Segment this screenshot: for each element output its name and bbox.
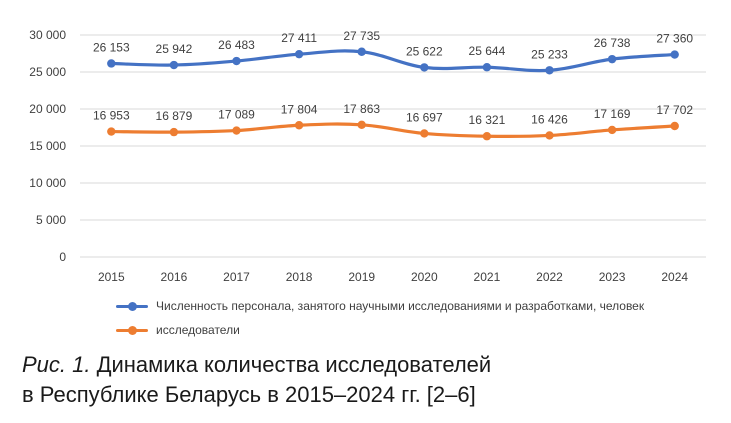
data-label: 17 804: [281, 102, 318, 116]
data-point: [294, 121, 304, 130]
x-tick-label: 2022: [536, 270, 563, 284]
data-labels: 26 153 25 942 26 483 27 411 27 735 25 622 25 6…: [93, 29, 693, 127]
y-axis-ticks: 0 5 000 10 000 15 000 20 000 25 000 30 000: [29, 28, 66, 264]
data-point: [482, 132, 492, 141]
x-tick-label: 2024: [661, 270, 688, 284]
data-point: [232, 126, 241, 135]
legend-item-personnel: Численность персонала, занятого научными…: [116, 298, 644, 314]
y-tick-label: 15 000: [29, 139, 66, 153]
x-tick-label: 2018: [286, 270, 313, 284]
caption-line-2: в Республике Беларусь в 2015–2024 гг. [2…: [22, 382, 476, 407]
data-point: [169, 60, 179, 70]
data-point: [357, 47, 366, 56]
data-point: [107, 59, 116, 68]
series-layer: [107, 47, 679, 141]
data-point: [420, 63, 429, 72]
caption-line-1: Рис. 1. Динамика количества исследовател…: [22, 350, 491, 380]
data-label: 16 879: [156, 109, 193, 123]
gridlines: [80, 34, 706, 258]
y-tick-label: 25 000: [29, 65, 66, 79]
data-point: [607, 54, 617, 64]
data-label: 26 738: [594, 36, 631, 50]
line-chart: 0 5 000 10 000 15 000 20 000 25 000 30 000 201…: [29, 28, 706, 284]
caption-title: Динамика количества исследователей: [90, 352, 492, 377]
x-tick-label: 2020: [411, 270, 438, 284]
data-label: 16 426: [531, 112, 568, 126]
data-point: [232, 56, 241, 66]
y-tick-label: 30 000: [29, 28, 66, 42]
data-point: [545, 131, 554, 140]
data-point: [294, 49, 304, 59]
x-tick-label: 2021: [474, 270, 501, 284]
x-tick-label: 2017: [223, 270, 250, 284]
data-label: 16 697: [406, 110, 443, 124]
data-label: 25 942: [156, 42, 193, 56]
data-point: [357, 120, 366, 130]
y-tick-label: 10 000: [29, 176, 66, 190]
y-tick-label: 20 000: [29, 102, 66, 116]
series-line-1: [109, 122, 677, 139]
data-point: [107, 127, 116, 136]
data-label: 27 735: [343, 29, 380, 43]
data-label: 25 622: [406, 44, 443, 58]
data-point: [169, 127, 179, 137]
x-tick-label: 2023: [599, 270, 626, 284]
data-label: 26 153: [93, 40, 130, 54]
x-tick-label: 2019: [348, 270, 375, 284]
legend-label-researchers: исследователи: [156, 323, 240, 337]
figure-caption: Рис. 1. Динамика количества исследовател…: [22, 350, 491, 410]
series-line-0: [109, 49, 677, 73]
data-label: 26 483: [218, 38, 255, 52]
legend-item-researchers: исследователи: [116, 322, 240, 338]
data-point: [482, 63, 492, 72]
legend-swatch-personnel: [116, 298, 148, 314]
data-label: 17 702: [656, 103, 693, 117]
data-point: [420, 129, 429, 138]
data-label: 17 169: [594, 107, 631, 121]
data-point: [607, 125, 617, 135]
legend-swatch-researchers: [116, 322, 148, 338]
legend-label-personnel: Численность персонала, занятого научными…: [156, 299, 645, 313]
y-tick-label: 5 000: [36, 213, 66, 227]
caption-prefix: Рис. 1.: [22, 352, 91, 377]
data-label: 16 953: [93, 109, 130, 123]
x-tick-label: 2016: [161, 270, 188, 284]
data-point: [670, 50, 679, 59]
data-label: 17 863: [343, 102, 380, 116]
data-label: 27 360: [656, 32, 693, 46]
data-label: 25 233: [531, 47, 568, 61]
x-tick-label: 2015: [98, 270, 125, 284]
data-label: 16 321: [469, 113, 506, 127]
y-tick-label: 0: [59, 250, 66, 264]
data-label: 25 644: [469, 44, 506, 58]
data-point: [670, 121, 679, 131]
data-point: [545, 66, 554, 75]
data-label: 27 411: [281, 31, 317, 45]
data-label: 17 089: [218, 108, 255, 122]
x-axis-ticks: 2015 2016 2017 2018 2019 2020 2021 2022 2023 2024: [98, 270, 688, 284]
